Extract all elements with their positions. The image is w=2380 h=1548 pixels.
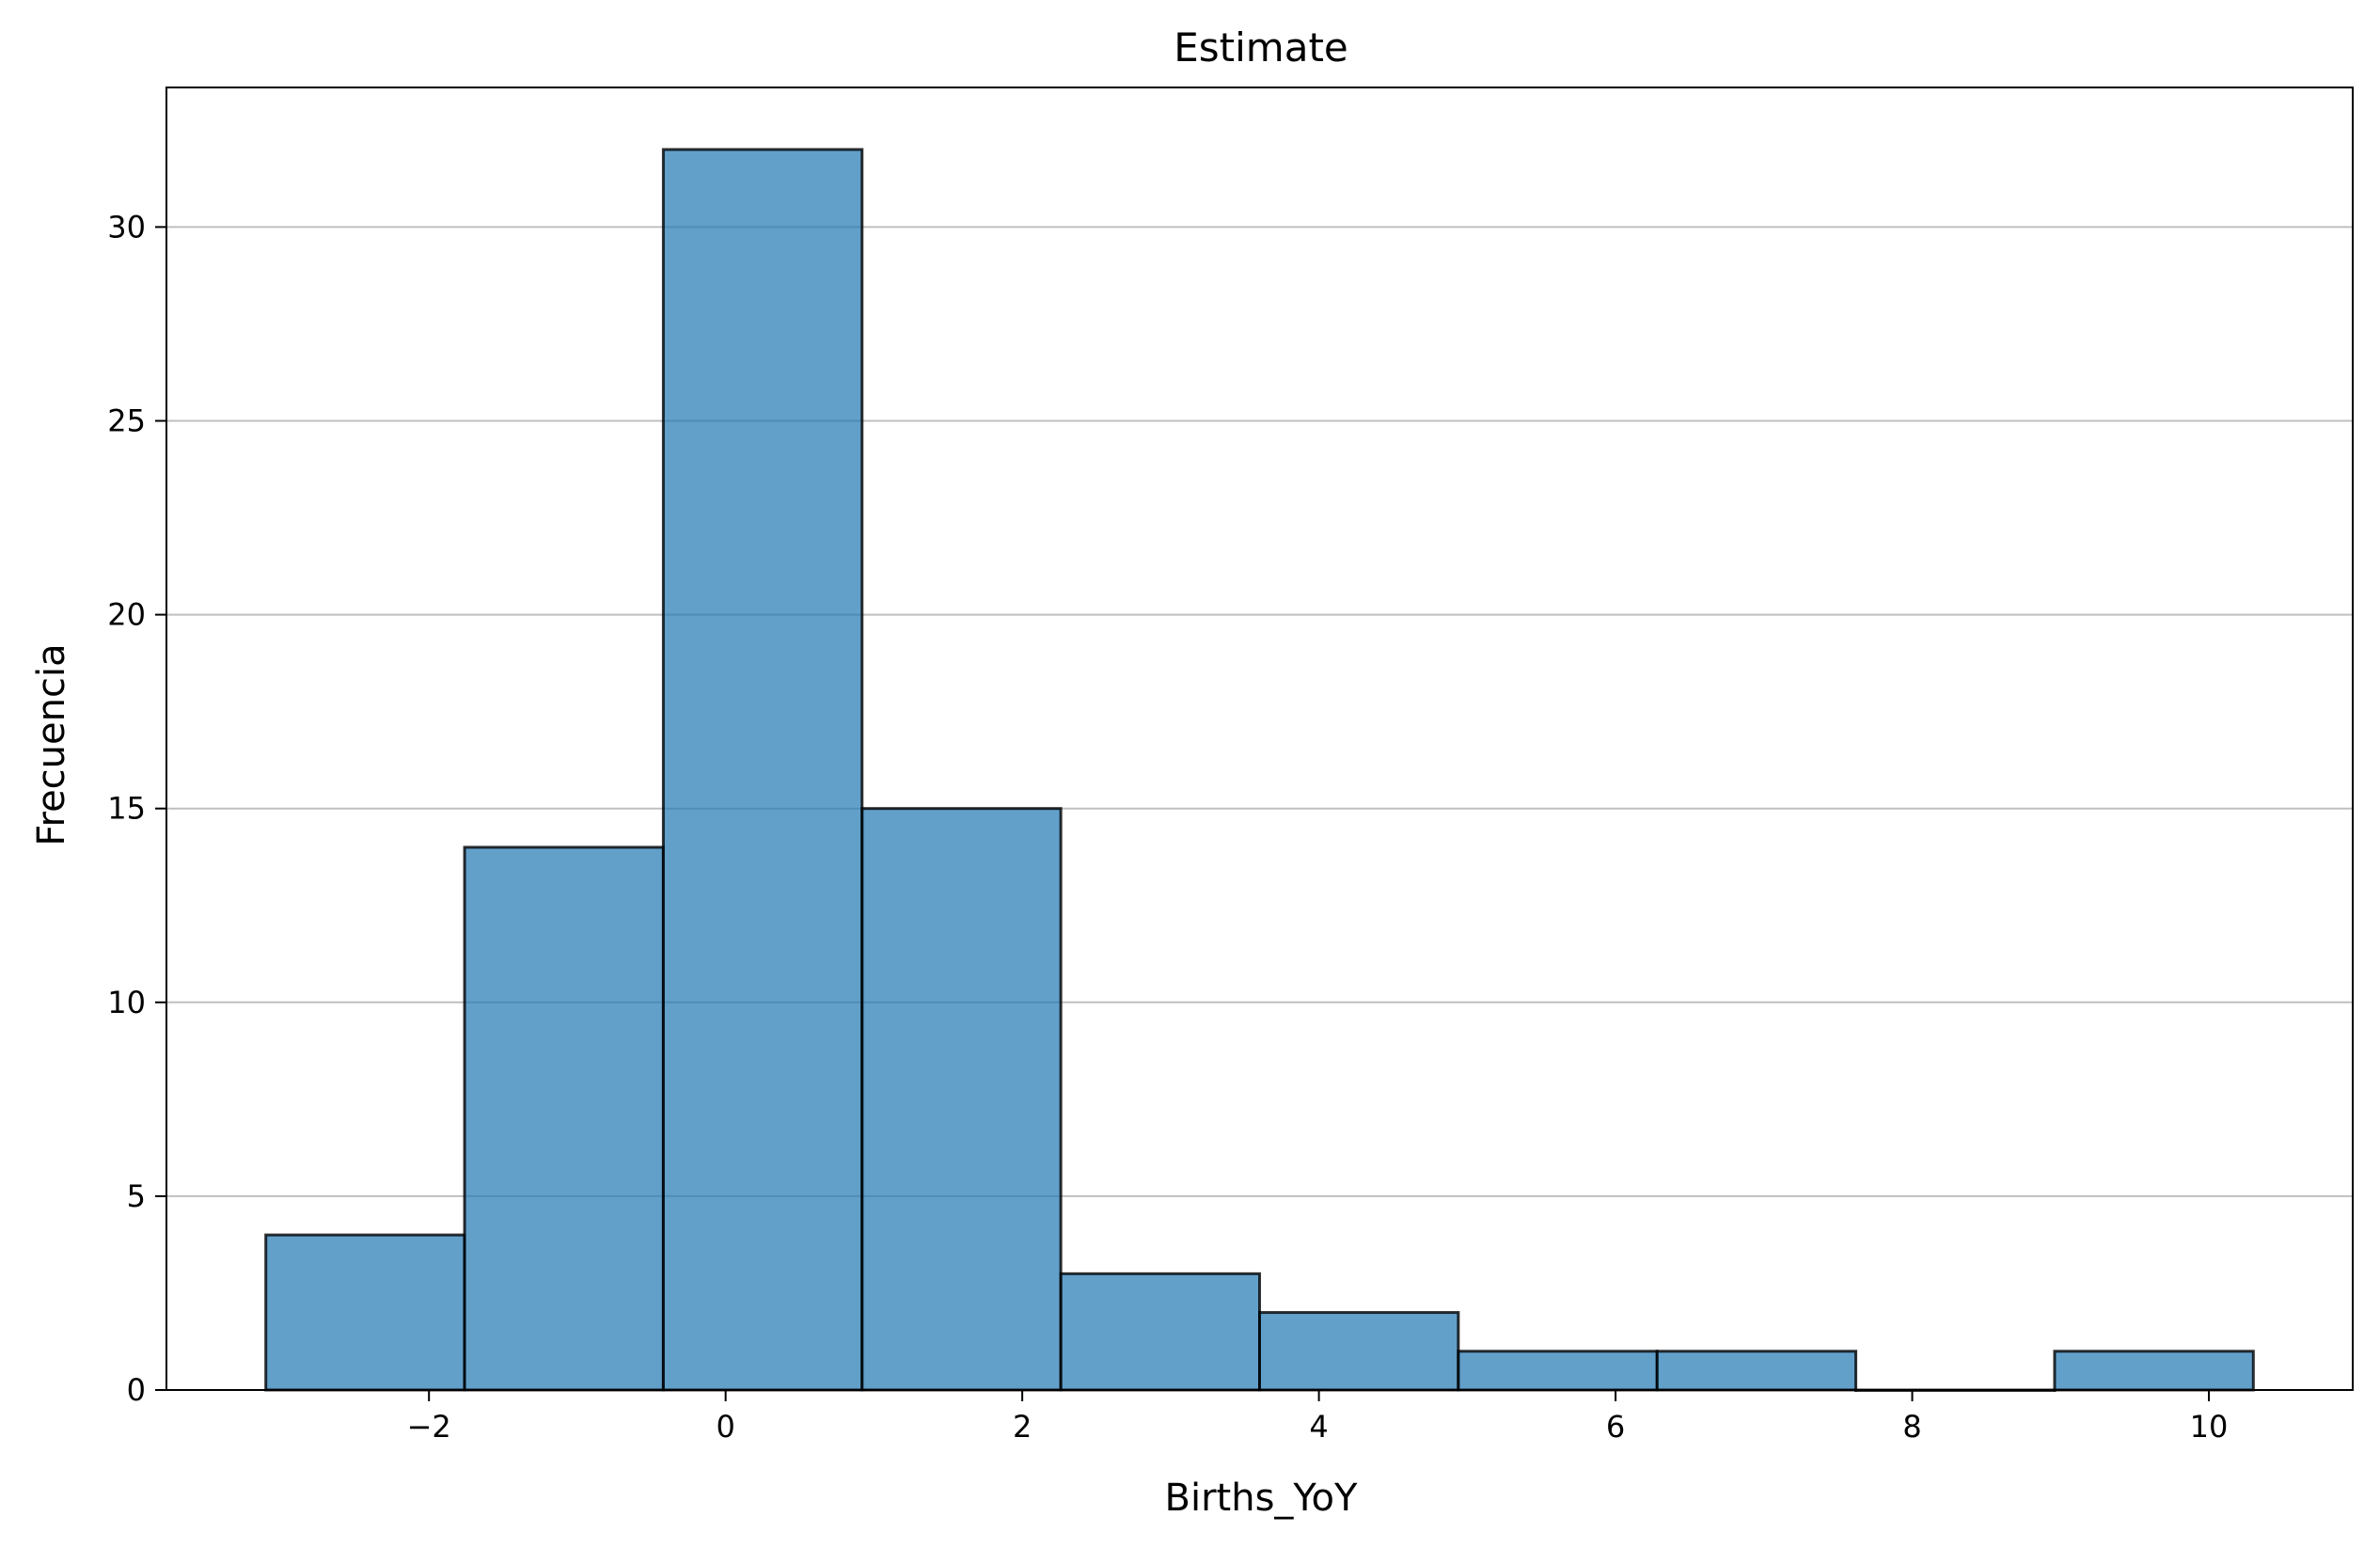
y-tick-label: 25	[107, 403, 146, 438]
histogram-bar	[1258, 1311, 1460, 1392]
x-tick-label: 8	[1902, 1409, 1921, 1445]
y-axis-ticks: 0 5 10 15 20 25 30	[107, 209, 166, 1408]
histogram-bar	[1457, 1350, 1659, 1392]
y-tick-label: 5	[127, 1178, 146, 1214]
x-tick-label: 6	[1606, 1409, 1625, 1445]
histogram-bar	[1655, 1350, 1858, 1392]
y-tick-label: 20	[107, 597, 146, 633]
histogram-bars	[264, 148, 2255, 1392]
histogram-bar	[860, 807, 1063, 1392]
x-tick-label: 10	[2190, 1409, 2229, 1445]
y-tick-label: 15	[107, 791, 146, 827]
x-axis-ticks: −2 0 2 4 6 8 10	[407, 1390, 2229, 1445]
histogram-bar	[2053, 1350, 2255, 1392]
plot-frame	[165, 87, 2354, 1391]
x-tick-label: 2	[1013, 1409, 1032, 1445]
y-axis-label: Frecuencia	[30, 643, 73, 845]
y-tick-label: 30	[107, 209, 146, 245]
histogram-bar	[264, 1233, 466, 1392]
histogram-bar	[463, 845, 665, 1392]
x-tick-label: 0	[716, 1409, 734, 1445]
histogram-bar	[661, 148, 864, 1392]
x-axis-label: Births_YoY	[1165, 1477, 1358, 1520]
chart-title: Estimate	[1174, 24, 1348, 71]
y-tick-label: 0	[127, 1372, 146, 1408]
x-tick-label: −2	[407, 1409, 451, 1445]
histogram-bar	[1059, 1272, 1261, 1392]
x-tick-label: 4	[1309, 1409, 1328, 1445]
y-tick-label: 10	[107, 985, 146, 1020]
